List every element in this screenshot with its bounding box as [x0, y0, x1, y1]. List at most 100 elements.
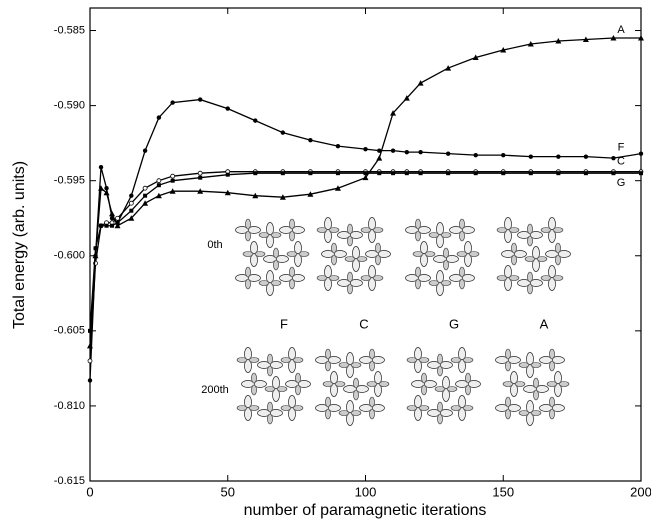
orbital-lobe	[267, 353, 273, 365]
orbital-lobe	[289, 230, 295, 242]
orbital-lobe	[346, 412, 354, 426]
orbital-lobe	[267, 401, 273, 413]
marker	[308, 171, 313, 176]
marker	[87, 358, 93, 364]
marker	[501, 171, 506, 176]
orbital-lobe	[280, 357, 292, 363]
marker	[404, 171, 409, 176]
marker	[225, 106, 230, 111]
orbital-lobe	[272, 388, 280, 402]
marker	[143, 193, 148, 198]
orbital-lobe	[511, 242, 517, 254]
marker	[556, 154, 561, 159]
orbital-lobe	[530, 410, 542, 416]
marker	[582, 36, 589, 43]
marker	[156, 183, 161, 188]
orbital-lobe	[316, 275, 328, 281]
orbital-lobe	[236, 357, 248, 363]
orbital-lobe	[251, 372, 257, 384]
orbital-lobe	[554, 383, 562, 397]
orbital-lobe	[415, 266, 421, 278]
marker	[87, 378, 93, 383]
orbital-lobe	[504, 229, 512, 243]
y-axis-title: Total energy (arb. units)	[11, 161, 28, 329]
marker	[418, 171, 423, 176]
orbital-lobe	[369, 408, 375, 420]
orbital-lobe	[286, 251, 298, 257]
orbital-lobe	[505, 408, 511, 420]
orbital-lobe	[236, 405, 248, 411]
orbital-lobe	[465, 372, 471, 384]
orbital-lobe	[295, 372, 301, 384]
orbital-lobe	[295, 384, 301, 396]
orbital-lobe	[530, 362, 542, 368]
orbital-lobe	[315, 404, 329, 412]
orbital-lobe	[548, 277, 556, 291]
orbital-lobe	[405, 274, 419, 282]
series-label: C	[617, 156, 625, 168]
orbital-lobe	[414, 407, 422, 421]
marker	[362, 174, 369, 181]
orbital-lobe	[267, 413, 273, 425]
orbital-lobe	[552, 227, 564, 233]
orbital-lobe	[365, 250, 379, 258]
orbital-lobe	[245, 230, 251, 242]
marker	[611, 171, 616, 176]
inset: 0th 200th F C G A	[201, 217, 571, 426]
orbital-lobe	[248, 405, 260, 411]
orbital-lobe	[437, 413, 443, 425]
orbital-lobe	[434, 386, 446, 392]
marker	[109, 210, 116, 217]
orbital-lobe	[288, 359, 296, 373]
orbital-lobe	[258, 232, 270, 238]
orbital-lobe	[424, 251, 436, 257]
orbital-lobe	[505, 396, 511, 408]
marker	[129, 208, 134, 213]
orbital-lobe	[289, 278, 295, 290]
orbital-lobe	[433, 255, 447, 263]
marker	[142, 185, 148, 191]
series-label: G	[617, 177, 626, 189]
orbital-lobe	[468, 251, 480, 257]
orbital-lobe	[450, 405, 462, 411]
orbital-lobe	[527, 223, 533, 235]
orbital-lobe	[328, 227, 340, 233]
marker	[335, 143, 341, 149]
marker	[280, 130, 286, 135]
orbital-lobe	[421, 384, 427, 396]
orbital-lobe	[420, 253, 428, 267]
orbital-lobe	[346, 364, 354, 378]
orbital-lobe	[244, 359, 252, 373]
orbital-lobe	[257, 361, 271, 369]
orbital-lobe	[412, 251, 424, 257]
orbital-lobe	[241, 380, 255, 388]
orbital-lobe	[456, 251, 468, 257]
orbital-lobe	[245, 218, 251, 230]
orbital-lobe	[331, 242, 337, 254]
y-tick-label: -0.595	[54, 175, 85, 187]
orbital-lobe	[443, 247, 449, 259]
marker	[114, 222, 121, 229]
marker	[115, 220, 120, 225]
orbital-lobe	[369, 348, 375, 360]
orbital-lobe	[374, 383, 382, 397]
orbital-lobe	[263, 255, 277, 263]
orbital-lobe	[505, 348, 511, 360]
marker	[472, 54, 479, 61]
orbital-lobe	[517, 231, 531, 239]
orbital-lobe	[368, 277, 376, 291]
orbital-lobe	[527, 283, 533, 295]
orbital-lobe	[462, 357, 474, 363]
orbital-lobe	[558, 381, 570, 387]
orbital-lobe	[427, 361, 441, 369]
marker	[98, 164, 104, 170]
orbital-lobe	[539, 356, 553, 364]
marker	[129, 193, 134, 198]
orbital-lobe	[337, 279, 351, 287]
marker	[170, 173, 176, 179]
orbital-lobe	[459, 278, 465, 290]
orbital-lobe	[359, 356, 373, 364]
orbital-lobe	[359, 404, 373, 412]
orbital-lobe	[527, 235, 533, 247]
orbital-lobe	[532, 258, 540, 272]
